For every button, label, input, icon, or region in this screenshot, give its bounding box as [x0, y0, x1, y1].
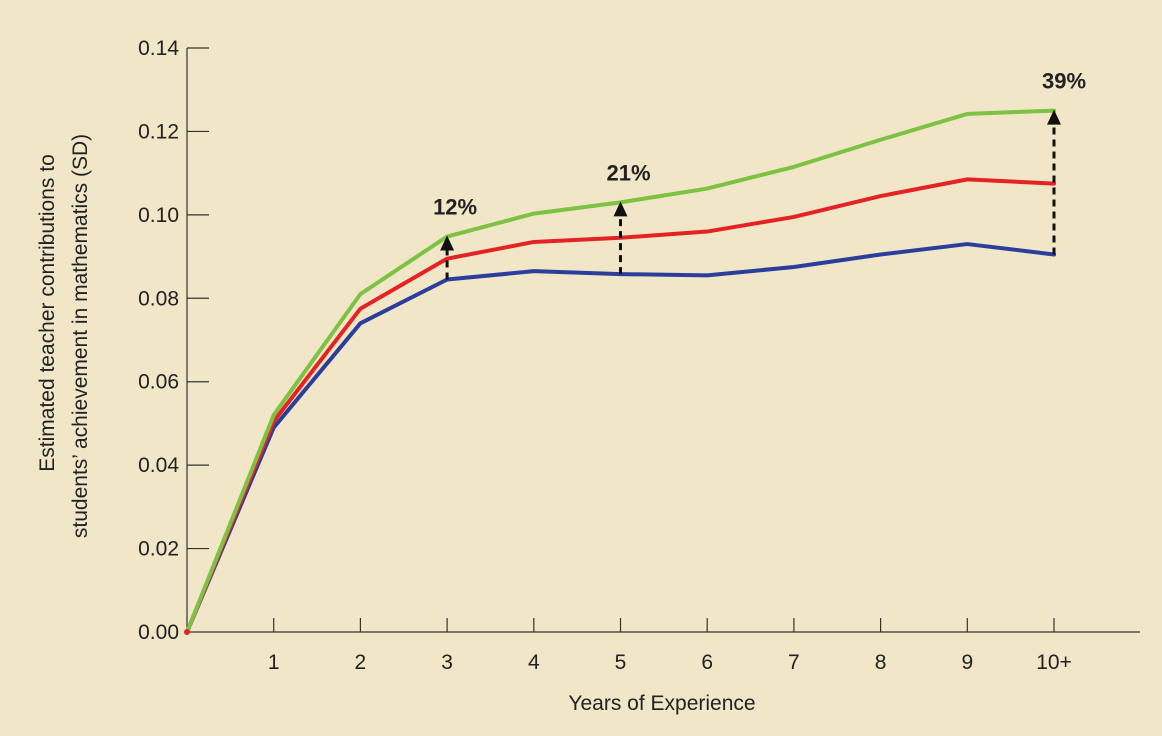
- axes: [186, 48, 1140, 633]
- x-tick-label: 9: [961, 651, 973, 674]
- y-tick-label: 0.08: [138, 287, 179, 310]
- y-tick-label: 0.12: [138, 120, 179, 143]
- annotation-label: 21%: [606, 160, 650, 185]
- y-tick-label: 0.04: [138, 454, 179, 477]
- y-tick-label: 0.10: [138, 204, 179, 227]
- y-tick-label: 0.06: [138, 371, 179, 394]
- x-tick-label: 3: [441, 651, 453, 674]
- x-axis-ticks: 1 2 3 4 5 6 7 8 9 10+: [268, 618, 1072, 674]
- series-lines: [184, 108, 1056, 635]
- x-tick-label: 6: [701, 651, 713, 674]
- y-tick-label: 0.00: [138, 621, 179, 644]
- y-tick-label: 0.02: [138, 538, 179, 561]
- x-tick-label: 7: [788, 651, 800, 674]
- x-tick-label: 1: [268, 651, 280, 674]
- y-axis-title-line-1: Estimated teacher contributions to: [36, 154, 59, 472]
- y-axis-ticks: 0.00 0.02 0.04 0.06 0.08 0.10 0.12 0.14: [138, 37, 209, 644]
- annotation-arrow-head: [1047, 109, 1061, 125]
- x-axis-title: Years of Experience: [568, 692, 755, 715]
- x-tick-label: 10+: [1036, 651, 1072, 674]
- x-tick-label: 2: [355, 651, 367, 674]
- x-tick-label: 4: [528, 651, 540, 674]
- y-axis-title-line-2: students’ achievement in mathematics (SD…: [69, 134, 92, 538]
- annotation-arrow-head: [613, 201, 628, 217]
- series-line-low: [185, 242, 1056, 634]
- origin-point: [184, 629, 190, 635]
- annotations: 12% 21% 39%: [433, 69, 1086, 280]
- annotation-label: 39%: [1042, 69, 1086, 94]
- annotation-label: 12%: [433, 195, 477, 220]
- annotation-arrow-head: [440, 235, 455, 251]
- x-tick-label: 5: [615, 651, 627, 674]
- y-tick-label: 0.14: [138, 37, 179, 60]
- x-tick-label: 8: [875, 651, 887, 674]
